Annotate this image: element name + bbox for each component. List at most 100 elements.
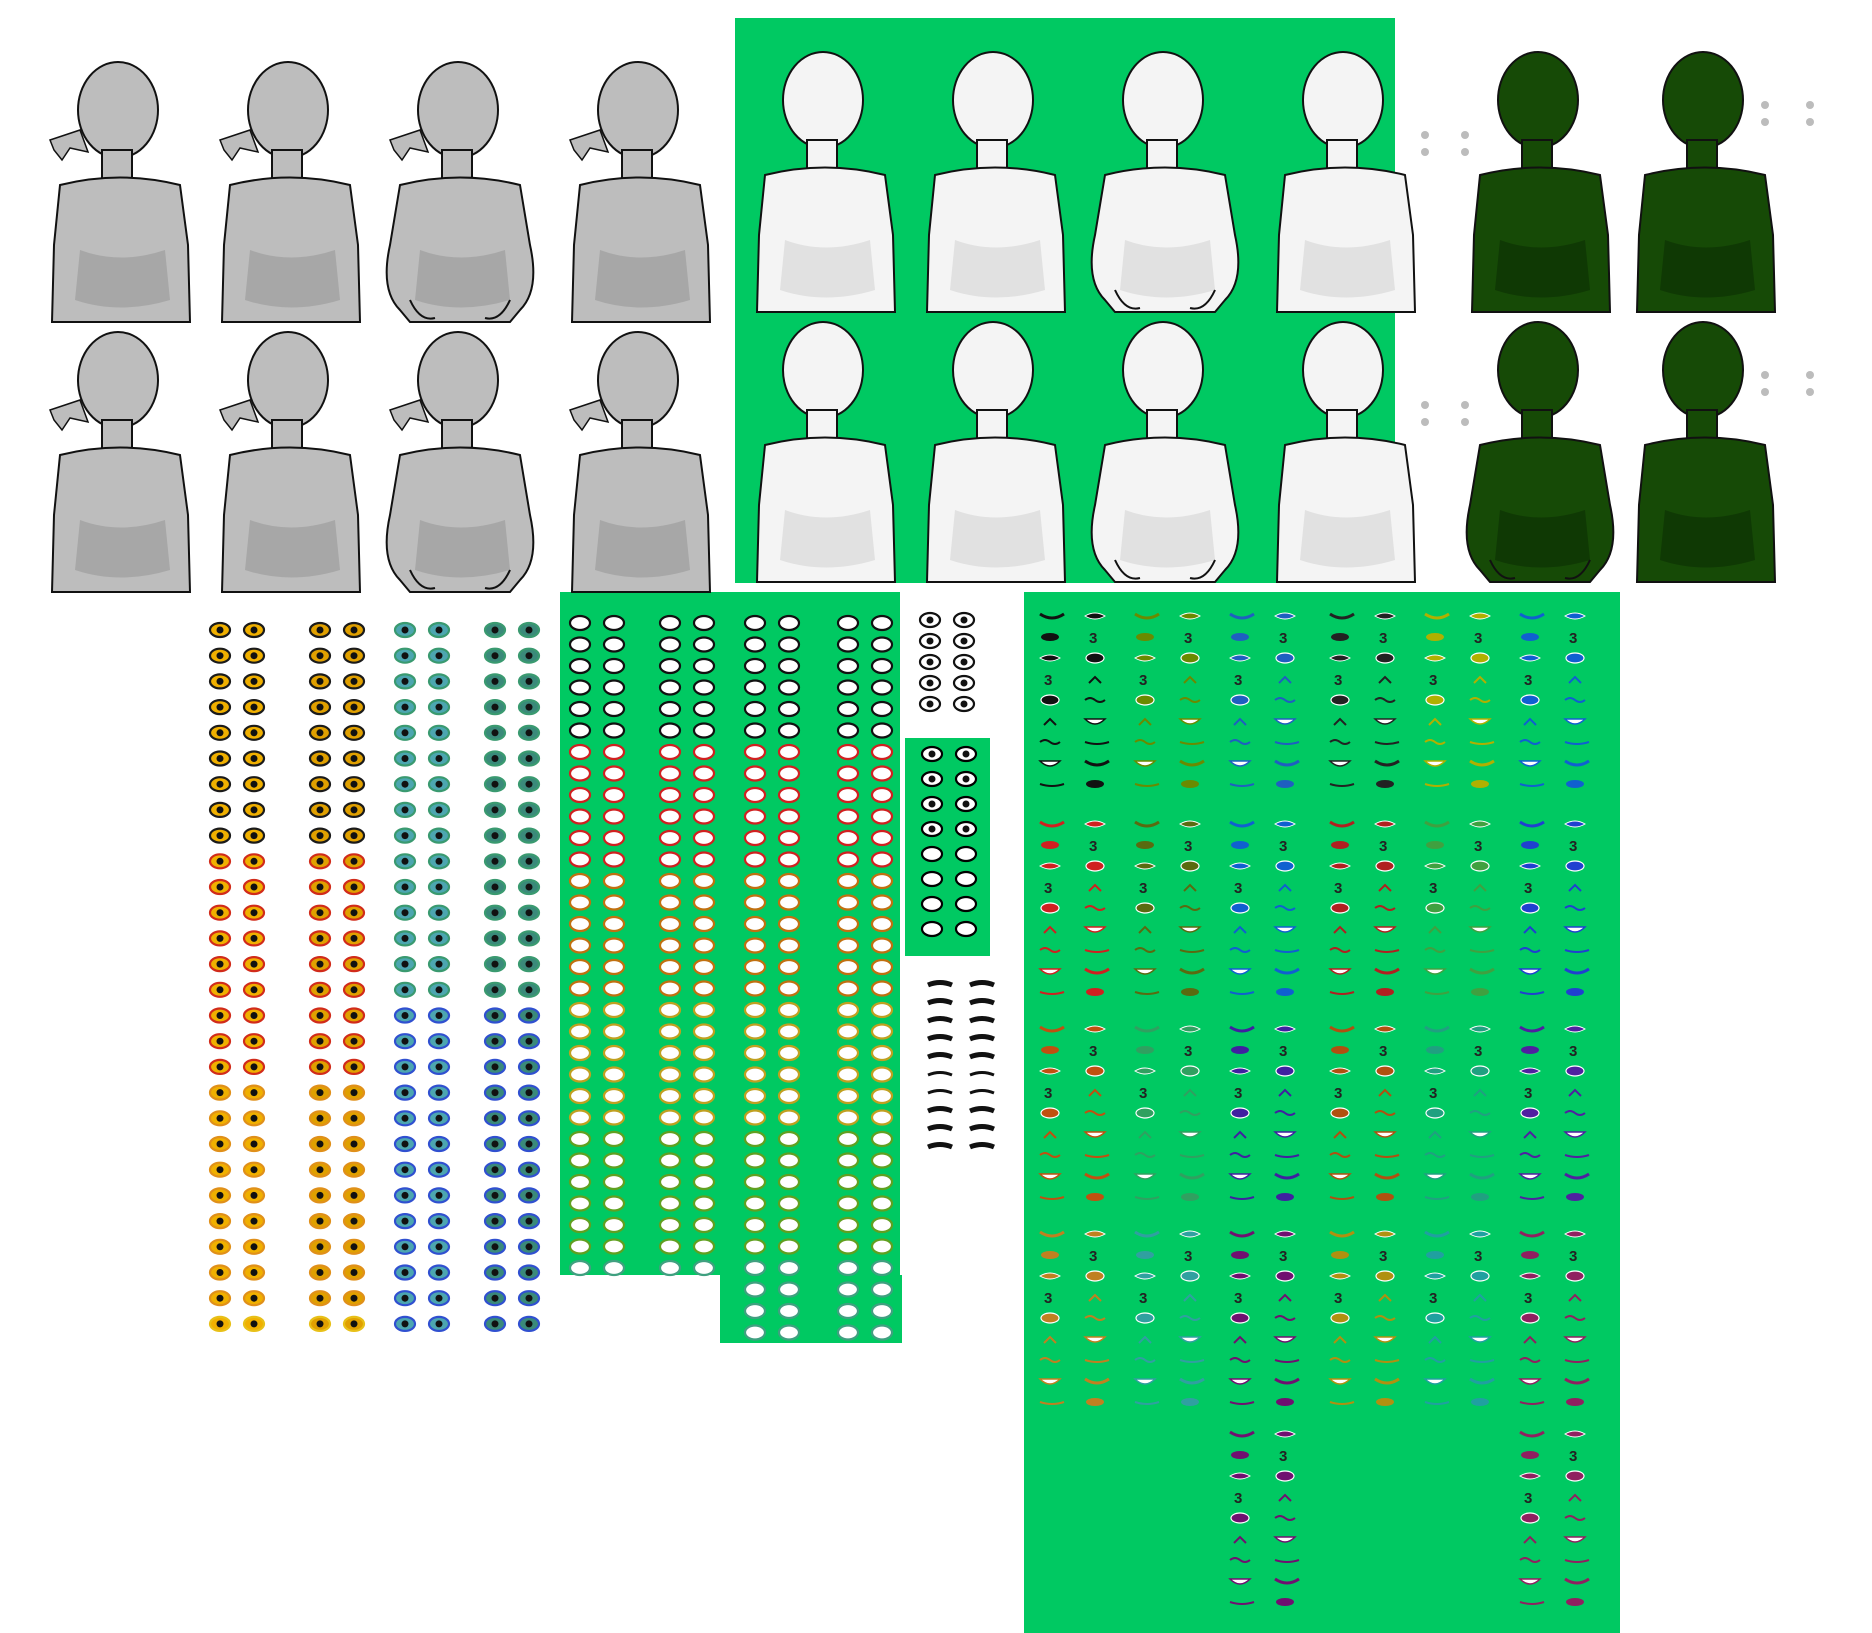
eye-pair-color-2-12 bbox=[393, 930, 451, 947]
tiny-dot-icon bbox=[1421, 401, 1429, 409]
mouth-left-3-2-5 bbox=[1333, 1130, 1347, 1139]
mouth-right-1-0-5 bbox=[1178, 718, 1202, 725]
mouth-left-2-4-8 bbox=[1229, 1601, 1255, 1605]
pupil bbox=[435, 986, 443, 994]
mouth-left-0-2-4 bbox=[1040, 1107, 1060, 1119]
eye-pair-color-0-22 bbox=[208, 1187, 266, 1204]
mouth-left-3-3-2 bbox=[1329, 1272, 1351, 1280]
mouth-right-2-3-3 bbox=[1278, 1293, 1292, 1302]
mouth-left-3-2-3: 3 bbox=[1334, 1085, 1342, 1102]
tiny-dot-icon bbox=[1761, 101, 1769, 109]
mouth-right-3-0-6 bbox=[1374, 741, 1400, 745]
mouth-right-0-3-1: 3 bbox=[1089, 1248, 1097, 1265]
mouth-right-2-2-7 bbox=[1274, 1172, 1300, 1180]
mouth-left-2-0-8 bbox=[1229, 783, 1255, 787]
mouth-left-1-1-4 bbox=[1135, 902, 1155, 914]
mouth-left-2-2-5 bbox=[1233, 1130, 1247, 1139]
pupil bbox=[350, 1063, 358, 1071]
mouth-left-5-2-6 bbox=[1519, 1152, 1541, 1158]
pupil bbox=[316, 1089, 324, 1097]
mouth-right-1-0-7 bbox=[1179, 759, 1205, 767]
mouth-left-2-0-0 bbox=[1229, 612, 1255, 620]
mouth-left-3-0-5 bbox=[1333, 717, 1347, 726]
mouth-three-label: 3 bbox=[1184, 1248, 1192, 1265]
pupil bbox=[435, 1140, 443, 1148]
mouth-left-4-2-1 bbox=[1426, 1046, 1444, 1054]
mouth-left-3-1-6 bbox=[1329, 947, 1351, 953]
pupil bbox=[316, 1217, 324, 1225]
eye-pair-color-0-14 bbox=[208, 981, 266, 998]
eye-pair-color-1-7 bbox=[308, 801, 366, 819]
eye-pair-color-0-13 bbox=[208, 955, 266, 973]
mouth-right-2-0-8 bbox=[1276, 780, 1294, 788]
mouth-right-5-3-2 bbox=[1565, 1270, 1585, 1282]
wing-ear-icon bbox=[219, 399, 260, 432]
pupil bbox=[316, 1012, 324, 1019]
mouth-left-0-0-6 bbox=[1039, 739, 1061, 745]
pupil bbox=[401, 703, 409, 711]
eye-sprite-grid bbox=[208, 611, 995, 1341]
mouth-three-label: 3 bbox=[1089, 630, 1097, 647]
mouth-left-0-1-3: 3 bbox=[1044, 880, 1052, 897]
torso-shading bbox=[950, 510, 1045, 568]
mouth-right-4-2-2 bbox=[1470, 1065, 1490, 1077]
mouth-left-5-1-5 bbox=[1523, 925, 1537, 934]
pupil bbox=[216, 755, 224, 762]
mouth-left-1-0-1 bbox=[1136, 633, 1154, 641]
mouth-right-1-2-1: 3 bbox=[1184, 1043, 1192, 1060]
mouth-right-5-4-6 bbox=[1564, 1559, 1590, 1563]
eye-pair-color-1-18 bbox=[308, 1084, 366, 1101]
dark-body-1-0 bbox=[1465, 321, 1615, 583]
mouth-right-2-0-5 bbox=[1273, 718, 1297, 725]
pupil bbox=[216, 1294, 224, 1302]
mouth-left-3-3-8 bbox=[1329, 1401, 1355, 1405]
mouth-left-5-2-2 bbox=[1519, 1067, 1541, 1075]
mouth-left-1-2-0 bbox=[1134, 1025, 1160, 1033]
mouth-three-label: 3 bbox=[1089, 1043, 1097, 1060]
pupil bbox=[401, 1140, 409, 1148]
mouth-right-0-1-2 bbox=[1085, 860, 1105, 872]
eye-pair-color-2-3 bbox=[393, 698, 451, 716]
pupil bbox=[316, 1320, 324, 1328]
pupil bbox=[316, 1294, 324, 1302]
eye-pair-color-1-4 bbox=[308, 724, 366, 741]
mouth-right-3-1-7 bbox=[1374, 967, 1400, 975]
mouth-right-5-4-5 bbox=[1563, 1536, 1587, 1543]
pupil bbox=[435, 1089, 443, 1097]
pupil bbox=[316, 1037, 324, 1045]
mouth-left-1-1-3: 3 bbox=[1139, 880, 1147, 897]
pupil bbox=[350, 986, 358, 994]
mouth-right-5-3-3 bbox=[1568, 1293, 1582, 1302]
mouth-left-4-2-5 bbox=[1428, 1130, 1442, 1139]
pupil bbox=[435, 806, 443, 814]
mouth-right-0-0-7 bbox=[1084, 759, 1110, 767]
mouth-three-label: 3 bbox=[1089, 1248, 1097, 1265]
pupil bbox=[316, 960, 324, 968]
mouth-left-4-2-6 bbox=[1424, 1152, 1446, 1158]
pupil bbox=[216, 1166, 224, 1174]
mouth-right-3-3-1: 3 bbox=[1379, 1248, 1387, 1265]
mouth-left-2-1-5 bbox=[1233, 925, 1247, 934]
mouth-three-label: 3 bbox=[1474, 630, 1482, 647]
mouth-right-2-2-6 bbox=[1274, 1154, 1300, 1158]
mouth-left-0-2-1 bbox=[1041, 1046, 1059, 1054]
eye-pair-color-0-27 bbox=[208, 1315, 266, 1333]
mouth-left-0-1-2 bbox=[1039, 862, 1061, 870]
mouth-right-0-2-2 bbox=[1085, 1065, 1105, 1077]
mouth-left-5-4-1 bbox=[1521, 1451, 1539, 1459]
mouth-left-2-2-8 bbox=[1229, 1196, 1255, 1200]
pupil bbox=[250, 652, 258, 660]
wing-ear-icon bbox=[219, 129, 260, 162]
mouth-right-4-2-5 bbox=[1468, 1131, 1492, 1138]
mouth-right-2-4-7 bbox=[1274, 1577, 1300, 1585]
mouth-right-5-3-7 bbox=[1564, 1377, 1590, 1385]
pupil bbox=[250, 1012, 258, 1019]
eye-pair-color-1-21 bbox=[308, 1161, 366, 1178]
mouth-right-2-2-0 bbox=[1274, 1025, 1296, 1033]
pupil bbox=[316, 883, 324, 891]
mouth-right-2-0-1: 3 bbox=[1279, 630, 1287, 647]
mouth-left-1-3-1 bbox=[1136, 1251, 1154, 1259]
mouth-right-1-0-1: 3 bbox=[1184, 630, 1192, 647]
pupil bbox=[435, 934, 443, 942]
pupil bbox=[525, 780, 533, 788]
